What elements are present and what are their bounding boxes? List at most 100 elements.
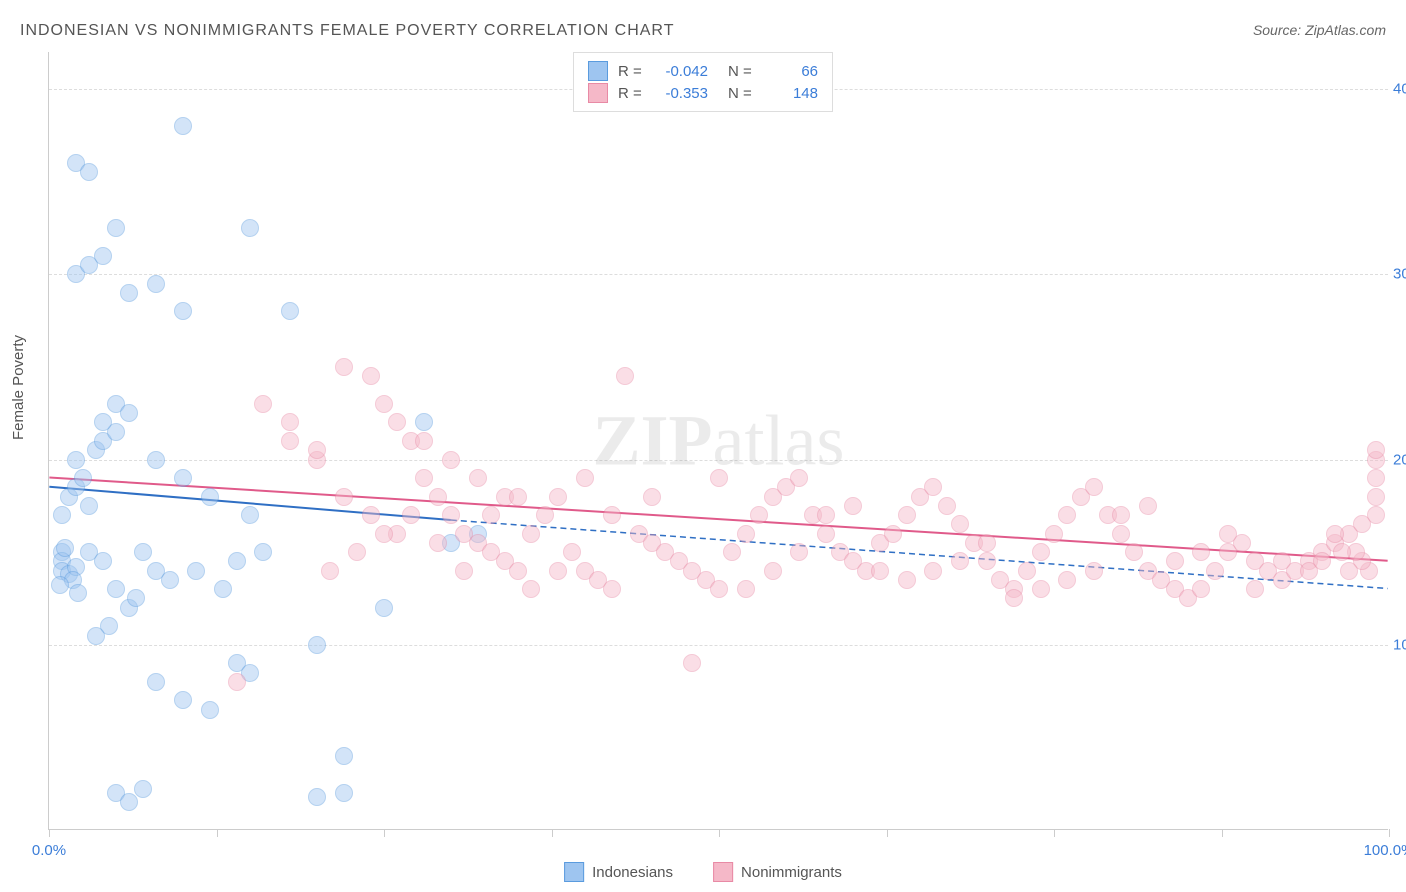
scatter-point xyxy=(53,506,71,524)
scatter-point xyxy=(1367,506,1385,524)
scatter-point xyxy=(308,441,326,459)
watermark-bold: ZIP xyxy=(593,400,713,480)
scatter-point xyxy=(844,497,862,515)
scatter-point xyxy=(120,284,138,302)
legend-swatch xyxy=(588,61,608,81)
scatter-point xyxy=(388,413,406,431)
scatter-point xyxy=(375,599,393,617)
legend-r-value: -0.042 xyxy=(658,63,708,80)
x-tick xyxy=(719,829,720,837)
scatter-point xyxy=(375,395,393,413)
scatter-point xyxy=(1032,580,1050,598)
scatter-point xyxy=(51,576,69,594)
scatter-point xyxy=(1139,497,1157,515)
scatter-point xyxy=(147,451,165,469)
scatter-point xyxy=(549,488,567,506)
x-tick xyxy=(1054,829,1055,837)
scatter-point xyxy=(69,584,87,602)
scatter-point xyxy=(469,469,487,487)
scatter-point xyxy=(1058,506,1076,524)
scatter-point xyxy=(228,552,246,570)
scatter-point xyxy=(1340,562,1358,580)
scatter-point xyxy=(938,497,956,515)
scatter-point xyxy=(817,525,835,543)
scatter-point xyxy=(56,539,74,557)
scatter-point xyxy=(710,580,728,598)
legend-n-value: 66 xyxy=(768,63,818,80)
scatter-point xyxy=(241,219,259,237)
scatter-point xyxy=(1005,589,1023,607)
scatter-point xyxy=(509,488,527,506)
scatter-point xyxy=(1246,580,1264,598)
scatter-point xyxy=(898,571,916,589)
scatter-point xyxy=(201,488,219,506)
scatter-point xyxy=(94,413,112,431)
chart-title: INDONESIAN VS NONIMMIGRANTS FEMALE POVER… xyxy=(20,22,674,40)
scatter-point xyxy=(174,691,192,709)
scatter-point xyxy=(147,673,165,691)
scatter-point xyxy=(898,506,916,524)
scatter-point xyxy=(107,219,125,237)
scatter-point xyxy=(174,469,192,487)
scatter-point xyxy=(683,654,701,672)
scatter-point xyxy=(214,580,232,598)
legend-r-label: R = xyxy=(618,85,648,102)
scatter-point xyxy=(348,543,366,561)
scatter-point xyxy=(201,701,219,719)
source-attribution: Source: ZipAtlas.com xyxy=(1253,22,1386,38)
watermark-rest: atlas xyxy=(713,400,845,480)
scatter-point xyxy=(80,163,98,181)
legend-swatch xyxy=(564,862,584,882)
gridline xyxy=(49,645,1388,646)
scatter-point xyxy=(563,543,581,561)
scatter-point xyxy=(120,793,138,811)
scatter-point xyxy=(1206,562,1224,580)
scatter-point xyxy=(362,506,380,524)
scatter-point xyxy=(1219,525,1237,543)
scatter-point xyxy=(134,780,152,798)
scatter-point xyxy=(549,562,567,580)
legend-label: Nonimmigrants xyxy=(741,864,842,881)
scatter-point xyxy=(764,562,782,580)
scatter-point xyxy=(415,432,433,450)
scatter-point xyxy=(254,543,272,561)
scatter-point xyxy=(375,525,393,543)
legend-r-label: R = xyxy=(618,63,648,80)
scatter-point xyxy=(415,413,433,431)
legend-n-value: 148 xyxy=(768,85,818,102)
scatter-point xyxy=(1192,580,1210,598)
gridline xyxy=(49,274,1388,275)
scatter-point xyxy=(790,469,808,487)
scatter-point xyxy=(1326,525,1344,543)
scatter-point xyxy=(281,413,299,431)
scatter-point xyxy=(362,367,380,385)
scatter-point xyxy=(536,506,554,524)
scatter-point xyxy=(74,469,92,487)
scatter-point xyxy=(509,562,527,580)
plot-area: ZIPatlas 10.0%20.0%30.0%40.0%0.0%100.0% xyxy=(48,52,1388,830)
scatter-point xyxy=(1085,478,1103,496)
scatter-point xyxy=(1112,506,1130,524)
scatter-point xyxy=(94,247,112,265)
x-tick xyxy=(384,829,385,837)
gridline xyxy=(49,460,1388,461)
scatter-point xyxy=(978,552,996,570)
scatter-point xyxy=(94,552,112,570)
scatter-point xyxy=(335,747,353,765)
scatter-point xyxy=(817,506,835,524)
scatter-point xyxy=(429,534,447,552)
scatter-point xyxy=(187,562,205,580)
scatter-point xyxy=(1313,552,1331,570)
scatter-point xyxy=(107,580,125,598)
scatter-point xyxy=(161,571,179,589)
scatter-point xyxy=(1166,552,1184,570)
y-tick-label: 20.0% xyxy=(1393,451,1406,468)
x-tick xyxy=(49,829,50,837)
scatter-point xyxy=(87,627,105,645)
legend-item: Indonesians xyxy=(564,862,673,882)
x-tick-label: 100.0% xyxy=(1364,842,1406,859)
scatter-point xyxy=(1192,543,1210,561)
scatter-point xyxy=(281,432,299,450)
x-tick-label: 0.0% xyxy=(32,842,66,859)
x-tick xyxy=(552,829,553,837)
